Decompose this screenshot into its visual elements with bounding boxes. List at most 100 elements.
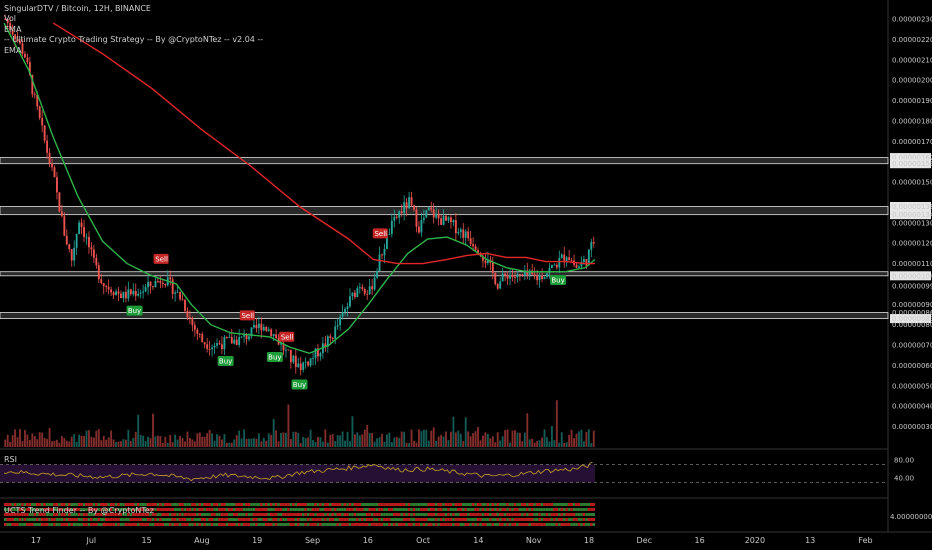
candle-body <box>43 125 46 141</box>
ucts-cell <box>314 508 317 511</box>
ucts-cell <box>481 513 485 516</box>
ucts-cell <box>168 508 172 511</box>
volume-bar <box>68 441 71 447</box>
ucts-cell <box>139 523 142 526</box>
ucts-cell <box>58 513 61 516</box>
time-axis[interactable]: 17 Jul 15 Aug 19 Sep 16 Oct 14 Nov 18 Dec 16 2020 13 Fe… <box>31 536 873 545</box>
ucts-cell <box>33 508 37 511</box>
volume-bar <box>58 442 61 447</box>
volume-bar <box>390 442 393 447</box>
ucts-cell <box>484 518 487 521</box>
candle-body <box>171 279 174 294</box>
ucts-cell <box>402 503 406 506</box>
ucts-cell <box>48 513 51 516</box>
ema-indicator-label[interactable]: EMA <box>4 24 22 34</box>
volume-bar <box>521 441 524 447</box>
ucts-cell <box>341 518 344 521</box>
volume-bar <box>558 442 561 447</box>
ucts-cell <box>203 518 206 521</box>
candle-body <box>201 334 204 343</box>
ucts-cell <box>168 518 172 521</box>
candle-body <box>245 334 248 340</box>
price-axis[interactable]: 0.000002300.000002200.000002100.00000200… <box>890 16 932 522</box>
ucts-cell <box>144 518 147 521</box>
ucts-cell <box>228 523 231 526</box>
ucts-cell <box>373 523 376 526</box>
ucts-cell <box>587 503 591 506</box>
ucts-cell <box>38 523 41 526</box>
ucts-cell <box>565 503 568 506</box>
ucts-cell <box>284 523 288 526</box>
ucts-cell <box>36 508 39 511</box>
ucts-cell <box>430 503 433 506</box>
volume-bar <box>344 440 346 447</box>
sr-zone <box>0 271 889 277</box>
volume-bar <box>218 435 221 447</box>
ucts-cell <box>319 503 322 506</box>
ucts-cell <box>361 503 364 506</box>
ucts-cell <box>582 508 586 511</box>
volume-bar <box>245 438 248 447</box>
price-tick-label: 0.00000230 <box>892 16 932 24</box>
candle-body <box>186 310 189 318</box>
ucts-cell <box>422 508 426 511</box>
ucts-cell <box>65 523 69 526</box>
ema-indicator-label-2[interactable]: EMA <box>4 45 22 55</box>
signal-box <box>372 228 388 239</box>
ucts-cell <box>378 503 381 506</box>
strategy-indicator-label[interactable]: -- Ultimate Crypto Trading Strategy -- B… <box>4 35 264 45</box>
vol-indicator-label[interactable]: Vol <box>4 14 16 24</box>
volume-bar <box>573 438 575 447</box>
candle-body <box>376 271 378 278</box>
ucts-cell <box>109 523 113 526</box>
candle-body <box>26 57 29 63</box>
ucts-cell <box>437 513 440 516</box>
volume-bar <box>36 439 39 447</box>
ucts-cell <box>590 513 593 516</box>
candle-body <box>124 291 127 299</box>
ucts-cell <box>346 513 349 516</box>
ucts-cell <box>324 518 327 521</box>
ucts-cell <box>425 503 428 506</box>
ucts-cell <box>166 503 169 506</box>
ucts-cell <box>474 523 477 526</box>
ucts-cell <box>77 523 81 526</box>
ucts-cell <box>562 503 566 506</box>
symbol-label[interactable]: SingularDTV / Bitcoin, 12H, BINANCE <box>4 4 151 13</box>
volume-bar <box>568 434 571 447</box>
ucts-cell <box>454 503 458 506</box>
ucts-cell <box>235 503 238 506</box>
ucts-cell <box>171 513 174 516</box>
ucts-cell <box>540 503 544 506</box>
ucts-pane-label[interactable]: UCTS Trend Finder -- By @CryptoNTez <box>4 506 154 515</box>
candle-body <box>144 287 147 292</box>
ucts-cell <box>92 518 96 521</box>
ucts-cell <box>149 513 152 516</box>
ucts-cell <box>489 508 492 511</box>
ucts-cell <box>336 518 339 521</box>
ucts-cell <box>587 508 591 511</box>
volume-bar <box>590 442 593 447</box>
ucts-cell <box>260 513 263 516</box>
ucts-cell <box>373 503 376 506</box>
volume-bar <box>336 435 339 447</box>
ucts-cell <box>164 503 167 506</box>
ucts-cell <box>228 503 231 506</box>
ucts-cell <box>562 513 566 516</box>
ucts-cell <box>262 503 266 506</box>
ucts-cell <box>4 508 7 511</box>
candle-body <box>137 293 140 296</box>
candle-body <box>24 53 26 58</box>
ucts-cell <box>36 518 39 521</box>
ucts-cell <box>479 503 482 506</box>
ucts-cell <box>272 508 275 511</box>
volume-bar <box>110 430 113 447</box>
ucts-cell <box>462 518 465 521</box>
ucts-cell <box>85 518 88 521</box>
candle-body <box>329 336 332 339</box>
ucts-cell <box>205 518 209 521</box>
ucts-cell <box>100 523 103 526</box>
ucts-cell <box>503 518 507 521</box>
rsi-pane-label[interactable]: RSI <box>4 455 17 464</box>
